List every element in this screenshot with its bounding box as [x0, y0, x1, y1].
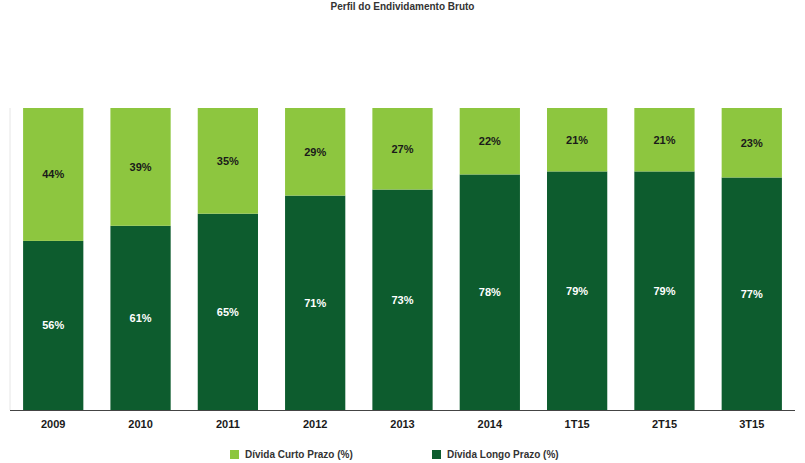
bar-segment [285, 108, 345, 196]
data-label: 27% [391, 143, 413, 155]
bar-segment [722, 108, 782, 177]
x-tick: 2T15 [652, 410, 677, 430]
x-tick: 2013 [390, 410, 414, 430]
data-label: 21% [566, 134, 588, 146]
bar-segment [285, 196, 345, 410]
bar-segment [372, 190, 432, 410]
bar-segment [634, 171, 694, 410]
bar-segment [634, 108, 694, 171]
data-label: 22% [479, 135, 501, 147]
bar-segment [547, 108, 607, 171]
x-axis-line [10, 410, 795, 411]
data-label: 35% [217, 155, 239, 167]
x-tick: 2010 [128, 410, 152, 430]
x-tick-label: 2T15 [652, 418, 677, 430]
data-label: 21% [653, 134, 675, 146]
x-tick-label: 2014 [478, 418, 503, 430]
x-tick-label: 2012 [303, 418, 327, 430]
data-labels: 56% 44% 61% 39% 65% 35% 71% 29% 73% 27% 78% 22% 79% 2… [42, 134, 763, 332]
x-axis: 2009 2010 2011 2012 2013 2014 1T15 2T15 3T15 [10, 410, 795, 430]
data-label: 78% [479, 286, 501, 298]
bar-segment [722, 177, 782, 410]
chart: Perfil do Endividamento Bruto 56% 44% 61% 39… [0, 0, 805, 463]
y-axis-line [10, 108, 11, 410]
legend-item: Dívida Longo Prazo (%) [432, 449, 559, 460]
legend: Dívida Curto Prazo (%) Dívida Longo Prazo… [230, 449, 559, 460]
bar-segment [547, 171, 607, 410]
x-tick-label: 3T15 [739, 418, 764, 430]
bar-segment [110, 226, 170, 410]
bar-segment [198, 214, 258, 410]
data-label: 44% [42, 168, 64, 180]
data-label: 71% [304, 297, 326, 309]
x-tick-label: 2011 [216, 418, 240, 430]
data-label: 23% [741, 137, 763, 149]
x-tick: 1T15 [565, 410, 590, 430]
bar-segment [198, 108, 258, 214]
data-label: 77% [741, 288, 763, 300]
bar-segment [372, 108, 432, 190]
x-tick-label: 1T15 [565, 418, 590, 430]
x-tick-label: 2009 [41, 418, 65, 430]
data-label: 39% [130, 161, 152, 173]
title: Perfil do Endividamento Bruto [331, 1, 475, 12]
x-tick-label: 2013 [390, 418, 414, 430]
x-tick: 2011 [216, 410, 240, 430]
data-label: 65% [217, 306, 239, 318]
x-tick: 2009 [41, 410, 65, 430]
data-label: 79% [653, 285, 675, 297]
bars [23, 108, 782, 410]
legend-swatch [230, 450, 239, 459]
legend-label: Dívida Curto Prazo (%) [245, 449, 353, 460]
legend-swatch [432, 450, 441, 459]
x-tick-label: 2010 [128, 418, 152, 430]
data-label: 73% [391, 294, 413, 306]
bar-segment [460, 108, 520, 174]
x-tick: 3T15 [739, 410, 764, 430]
legend-label: Dívida Longo Prazo (%) [447, 449, 559, 460]
legend-item: Dívida Curto Prazo (%) [230, 449, 353, 460]
x-tick: 2014 [478, 410, 503, 430]
data-label: 79% [566, 285, 588, 297]
data-label: 29% [304, 146, 326, 158]
x-tick: 2012 [303, 410, 327, 430]
data-label: 56% [42, 319, 64, 331]
bar-segment [110, 108, 170, 226]
bar-segment [23, 108, 83, 241]
bar-segment [460, 174, 520, 410]
data-label: 61% [130, 312, 152, 324]
bar-segment [23, 241, 83, 410]
